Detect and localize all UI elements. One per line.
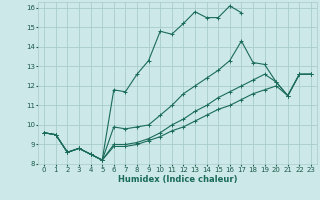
X-axis label: Humidex (Indice chaleur): Humidex (Indice chaleur) [118, 175, 237, 184]
